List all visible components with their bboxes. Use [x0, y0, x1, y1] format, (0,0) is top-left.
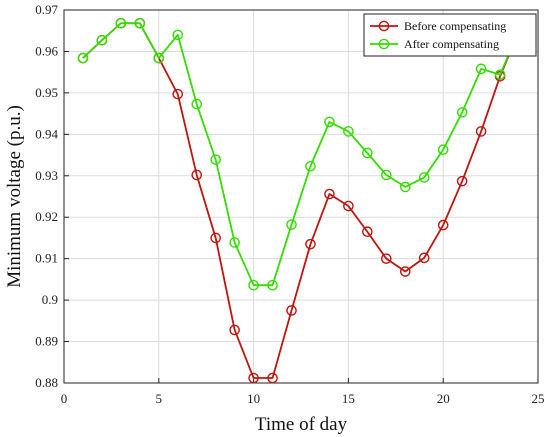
data-point	[305, 160, 316, 172]
legend-entry-before: Before compensating	[370, 19, 506, 33]
data-point	[381, 253, 392, 264]
y-tick-label: 0.96	[35, 43, 58, 58]
data-point	[248, 372, 259, 384]
x-tick-label: 10	[247, 391, 260, 406]
legend-label: After compensating	[404, 37, 499, 51]
data-point	[362, 226, 373, 238]
grid-lines	[63, 9, 539, 384]
legend-entry-after: After compensating	[370, 37, 499, 51]
legend-swatch-marker	[378, 20, 390, 32]
data-point	[362, 147, 373, 159]
data-point	[229, 237, 240, 248]
data-point	[229, 324, 240, 336]
data-point	[286, 219, 297, 230]
data-point	[134, 17, 146, 29]
data-point	[267, 279, 278, 291]
data-point	[153, 52, 165, 64]
data-point	[418, 252, 430, 264]
data-point	[399, 266, 411, 277]
y-tick-label: 0.93	[35, 168, 58, 183]
data-point	[210, 232, 221, 244]
y-tick-label: 0.9	[42, 292, 58, 307]
y-tick-label: 0.89	[35, 334, 58, 349]
data-point	[191, 169, 203, 181]
series-line	[82, 22, 520, 287]
y-tick-label: 0.94	[35, 126, 58, 141]
data-point	[96, 34, 108, 46]
data-point	[286, 305, 297, 316]
legend-box	[363, 13, 537, 57]
series-after-compensating	[77, 17, 525, 291]
data-point	[381, 169, 392, 181]
data-point	[172, 29, 184, 41]
x-axis-label: Time of day	[255, 414, 348, 435]
data-point	[172, 88, 184, 100]
data-point	[324, 116, 335, 128]
data-point	[456, 107, 468, 118]
legend: Before compensating After compensating	[363, 13, 537, 57]
x-tick-label: 0	[61, 391, 68, 406]
legend-swatch-marker	[378, 38, 390, 50]
data-point	[475, 126, 487, 137]
data-point	[248, 279, 259, 291]
data-point	[418, 172, 430, 183]
data-point	[267, 372, 278, 384]
data-point	[324, 188, 335, 200]
axis-ticks: 0 5 10 15 20 25 0.88 0.89 0.9 0.91 0.92 0.93 0.94 0.9…	[35, 2, 544, 406]
data-point	[115, 17, 127, 29]
x-tick-label: 25	[532, 391, 545, 406]
data-point	[191, 98, 203, 110]
x-tick-label: 20	[437, 391, 450, 406]
x-tick-label: 5	[156, 391, 163, 406]
data-point	[77, 52, 89, 64]
series-group	[77, 17, 525, 384]
data-point	[456, 175, 468, 187]
y-tick-label: 0.88	[35, 375, 58, 390]
data-point	[343, 126, 354, 137]
data-point	[210, 154, 221, 165]
plot-frame	[63, 9, 539, 384]
legend-label: Before compensating	[404, 19, 506, 33]
data-point	[343, 200, 354, 212]
data-point	[399, 181, 411, 193]
y-axis-label: Minimum voltage (p.u.)	[4, 105, 25, 288]
data-point	[437, 144, 449, 155]
y-tick-label: 0.92	[35, 209, 58, 224]
data-point	[305, 238, 316, 250]
data-point	[437, 219, 449, 231]
y-tick-label: 0.91	[35, 251, 58, 266]
y-tick-label: 0.95	[35, 85, 58, 100]
data-point	[494, 69, 506, 80]
y-tick-label: 0.97	[35, 2, 58, 17]
x-tick-label: 15	[342, 391, 355, 406]
data-point	[475, 63, 487, 75]
